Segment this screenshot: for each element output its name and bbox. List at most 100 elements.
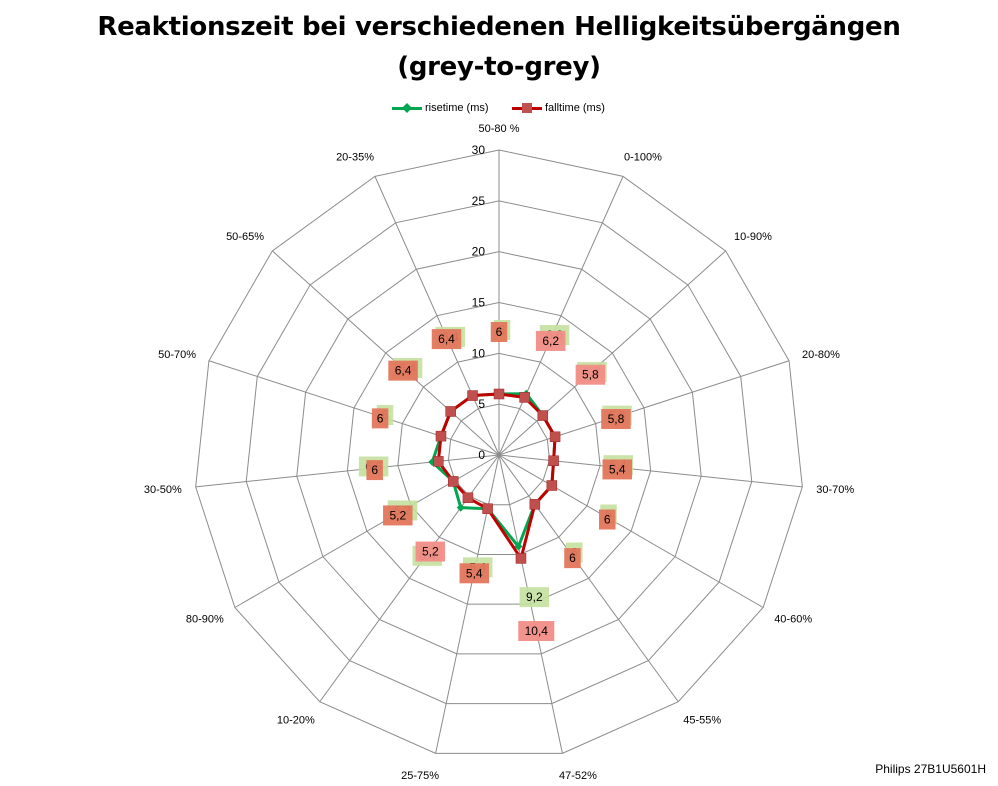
category-label: 30-50%	[144, 484, 182, 496]
grid-spoke	[498, 454, 803, 488]
falltime-point	[548, 455, 559, 466]
data-label: 10,4	[525, 624, 549, 638]
data-label: 5,4	[466, 566, 483, 580]
footer-model: Philips 27B1U5601H	[875, 762, 986, 776]
falltime-point	[537, 410, 549, 421]
data-label-box	[601, 409, 631, 430]
data-label-box	[459, 563, 490, 584]
falltime-point	[529, 499, 541, 510]
data-label-box	[388, 360, 418, 381]
data-label-box	[564, 548, 581, 569]
radial-tick-label: 30	[472, 143, 486, 157]
falltime-point	[462, 492, 474, 504]
data-label-box	[371, 408, 389, 429]
category-label: 20-35%	[336, 151, 374, 163]
grid-spoke	[498, 250, 726, 456]
falltime-point	[493, 388, 505, 400]
data-label-box	[518, 621, 555, 642]
legend-label-falltime: falltime (ms)	[545, 102, 605, 114]
data-label: 9,2	[526, 590, 543, 604]
data-label-box	[535, 330, 566, 351]
data-label: 6,4	[395, 364, 412, 378]
grid-spoke	[272, 250, 500, 456]
data-label-box	[366, 460, 383, 481]
category-label: 25-75%	[401, 770, 439, 782]
data-label: 5,2	[422, 545, 439, 559]
category-label: 40-60%	[774, 614, 812, 626]
data-label-box	[602, 459, 632, 480]
data-label: 6	[377, 411, 384, 425]
data-label: 5,4	[609, 462, 626, 476]
category-label: 10-20%	[277, 715, 315, 727]
radial-tick-label: 0	[478, 448, 485, 462]
data-label: 5,2	[389, 508, 406, 522]
category-label: 30-70%	[816, 484, 854, 496]
category-label: 50-70%	[158, 349, 196, 361]
grid-spoke	[208, 360, 500, 456]
data-label-box	[383, 505, 413, 526]
falltime-point	[447, 476, 459, 487]
falltime-point	[445, 406, 456, 417]
category-label: 0-100%	[624, 151, 662, 163]
falltime-point	[519, 392, 530, 403]
risetime-point	[456, 503, 465, 512]
data-label-box	[490, 322, 508, 342]
radial-tick-label: 25	[472, 194, 486, 208]
legend-swatch-falltime	[512, 102, 542, 114]
radial-tick-label: 5	[478, 397, 485, 411]
radial-tick-label: 15	[472, 296, 486, 310]
falltime-point	[515, 553, 527, 564]
legend-label-risetime: risetime (ms)	[425, 102, 489, 114]
radial-tick-label: 10	[472, 346, 486, 360]
grid-spoke	[498, 454, 679, 703]
grid-spoke	[498, 454, 764, 608]
category-label: 50-80 %	[479, 123, 520, 135]
falltime-point	[482, 503, 493, 514]
data-label: 6	[496, 325, 503, 339]
category-label: 80-90%	[186, 614, 224, 626]
falltime-point	[467, 390, 478, 401]
data-label: 6,4	[438, 332, 455, 346]
data-label: 6,2	[542, 334, 559, 348]
data-label-box	[431, 329, 462, 350]
legend: risetime (ms) falltime (ms)	[0, 100, 998, 118]
falltime-point	[435, 430, 447, 442]
data-label: 6	[604, 513, 611, 527]
legend-item-falltime: falltime (ms)	[512, 102, 605, 114]
legend-swatch-risetime	[392, 102, 422, 114]
category-label: 47-52%	[559, 770, 597, 782]
risetime-point	[514, 542, 523, 551]
grid-spoke	[498, 360, 790, 456]
data-label-box	[575, 364, 606, 385]
category-label: 50-65%	[226, 231, 264, 243]
falltime-point	[546, 480, 558, 491]
radial-tick-label: 20	[472, 245, 486, 259]
grid-spoke	[195, 454, 500, 488]
data-label-box	[599, 509, 616, 530]
falltime-point	[433, 456, 444, 467]
falltime-point	[549, 431, 561, 443]
chart-title: Reaktionszeit bei verschiedenen Helligke…	[97, 12, 901, 42]
data-label: 6	[371, 463, 378, 477]
grid-ring	[195, 149, 803, 754]
data-label: 5,8	[608, 412, 625, 426]
data-label-box	[415, 541, 446, 562]
grid-ring	[447, 403, 551, 506]
data-label: 6	[569, 551, 576, 565]
grid-ring	[296, 251, 702, 655]
chart-subtitle: (grey-to-grey)	[397, 52, 601, 82]
grid-spoke	[374, 176, 500, 456]
data-label: 5,8	[582, 368, 599, 382]
grid-ring	[397, 352, 601, 555]
grid-spoke	[498, 176, 624, 456]
category-label: 10-90%	[734, 231, 772, 243]
grid-ring	[346, 301, 652, 605]
legend-item-risetime: risetime (ms)	[392, 102, 489, 114]
series-line-falltime	[436, 392, 557, 560]
grid-ring	[245, 200, 753, 705]
category-label: 45-55%	[683, 715, 721, 727]
data-label-box	[519, 587, 550, 608]
category-label: 20-80%	[802, 349, 840, 361]
